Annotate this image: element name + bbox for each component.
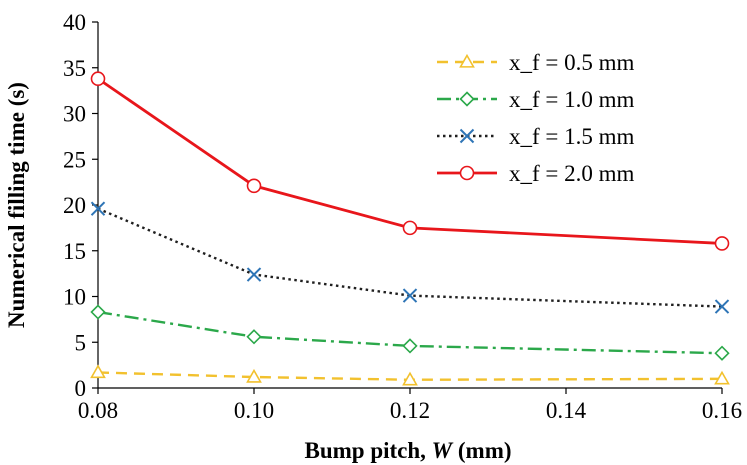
x-axis-title-variable: W [432, 438, 454, 463]
data-point-series-4 [246, 178, 262, 194]
x-tick-label: 0.16 [702, 398, 742, 423]
legend-label-1: x_f = 0.5 mm [509, 50, 635, 75]
legend-label-4: x_f = 2.0 mm [509, 161, 635, 186]
y-tick-label: 35 [63, 56, 86, 81]
data-point-series-3 [714, 299, 730, 314]
data-point-series-1 [402, 371, 418, 386]
y-tick-label: 15 [63, 239, 86, 264]
series-line-4 [97, 77, 723, 245]
chart-axes [97, 22, 722, 389]
y-tick-label: 40 [63, 10, 86, 35]
y-tick-label: 10 [63, 285, 86, 310]
series-lines [97, 77, 723, 381]
legend-marker-3 [459, 128, 475, 144]
data-point-series-1 [714, 370, 730, 385]
y-axis-ticks: 0 5 10 15 20 25 30 35 40 [63, 10, 98, 401]
x-tick-label: 0.08 [78, 398, 118, 423]
series-line-3 [97, 207, 723, 308]
y-tick-label: 25 [63, 147, 86, 172]
series-line-1 [97, 371, 723, 381]
y-tick-label: 30 [63, 102, 86, 127]
legend-label-3: x_f = 1.5 mm [509, 124, 635, 149]
x-tick-label: 0.10 [234, 398, 274, 423]
data-point-series-3 [90, 201, 106, 216]
legend: x_f = 0.5 mm x_f = 1.0 mm x_f = 1.5 mm x_f … [437, 50, 635, 186]
data-point-series-4 [714, 236, 730, 251]
legend-label-2: x_f = 1.0 mm [509, 87, 635, 112]
x-axis-title-text: Bump pitch, [304, 438, 431, 463]
data-point-series-4 [90, 71, 106, 87]
data-point-series-3 [246, 267, 262, 282]
data-point-series-2 [246, 329, 262, 345]
x-axis-title: Bump pitch, W (mm) [304, 438, 511, 463]
data-point-series-2 [90, 304, 106, 320]
legend-marker-1 [459, 53, 475, 68]
y-tick-label: 5 [75, 330, 87, 355]
x-tick-label: 0.14 [546, 398, 587, 423]
data-point-series-1 [246, 368, 262, 383]
x-axis-title-unit: (mm) [452, 438, 511, 463]
data-point-series-1 [90, 364, 106, 379]
series-line-2 [97, 310, 723, 355]
data-point-series-3 [402, 288, 418, 303]
y-axis-title: Numerical filling time (s) [4, 82, 29, 328]
data-point-series-2 [714, 345, 730, 361]
series-markers [90, 71, 730, 386]
x-tick-label: 0.12 [390, 398, 430, 423]
data-point-series-2 [402, 338, 418, 354]
data-point-series-4 [402, 220, 418, 236]
y-tick-label: 20 [63, 193, 86, 218]
legend-marker-2 [459, 91, 475, 107]
legend-marker-4 [459, 165, 475, 181]
x-axis-ticks: 0.08 0.10 0.12 0.14 0.16 [78, 388, 742, 423]
y-tick-label: 0 [75, 376, 87, 401]
